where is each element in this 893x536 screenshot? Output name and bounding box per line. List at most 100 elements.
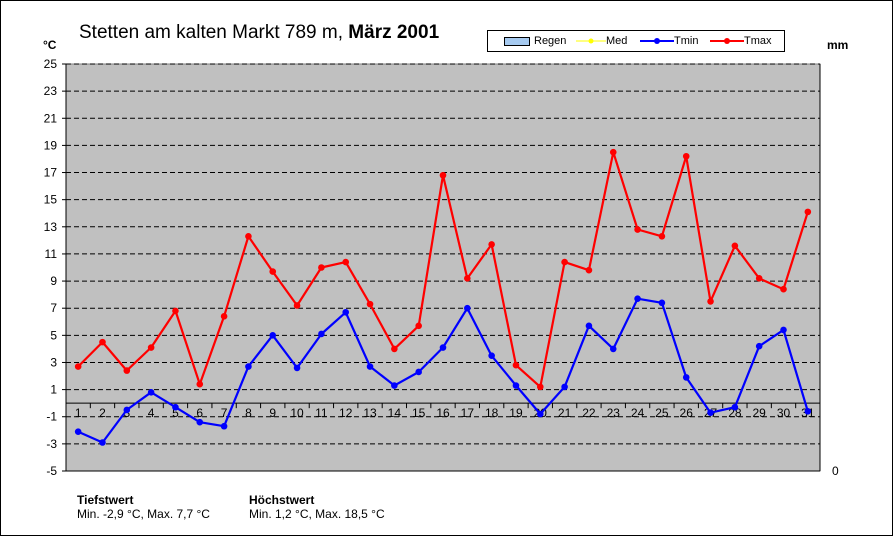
legend-item-med: Med — [576, 34, 627, 48]
y-tick-label: -5 — [46, 464, 57, 478]
tmin-point — [391, 382, 398, 389]
y-tick-label: 3 — [50, 355, 57, 369]
tmin-point — [123, 406, 131, 414]
legend-label-med: Med — [606, 35, 628, 47]
tmax-point — [147, 344, 155, 351]
legend-item-tmin: Tmin — [640, 34, 698, 48]
x-tick-label: 6 — [196, 406, 203, 420]
stats-low-text: Min. -2,9 °C, Max. 7,7 °C — [77, 507, 210, 521]
title-period: März 2001 — [348, 22, 440, 43]
tmin-point — [415, 368, 422, 376]
tmax-point — [804, 208, 812, 216]
tmax-point — [707, 298, 714, 305]
tmax-point — [755, 275, 763, 282]
tmin-point — [439, 344, 447, 351]
tmax-point — [342, 258, 350, 266]
x-tick-label: 7 — [221, 406, 228, 420]
x-tick-label: 18 — [485, 406, 499, 420]
tmin-point — [220, 422, 228, 430]
title-station: Stetten am kalten Markt 789 m, — [79, 22, 344, 43]
stats-low: Tiefstwert Min. -2,9 °C, Max. 7,7 °C — [77, 493, 210, 521]
tmin-point — [707, 409, 714, 416]
stats-high: Höchstwert Min. 1,2 °C, Max. 18,5 °C — [249, 493, 385, 521]
tmin-point — [342, 308, 350, 316]
tmax-point — [74, 363, 82, 370]
x-tick-label: 17 — [461, 406, 475, 420]
tmin-point — [366, 363, 374, 370]
x-tick-label: 16 — [436, 406, 450, 420]
tmax-point — [658, 232, 666, 240]
tmax-point — [366, 300, 374, 308]
legend-swatch-med — [576, 38, 606, 44]
tmin-point — [561, 383, 568, 391]
tmax-point — [123, 367, 131, 374]
chart-title: Stetten am kalten Markt 789 m, März 2001 — [79, 22, 439, 44]
tmax-point — [245, 232, 252, 240]
y-tick-label: 21 — [44, 111, 58, 125]
legend: Regen Med Tmin Tmax — [487, 30, 785, 52]
tmin-point — [99, 439, 106, 446]
x-tick-label: 25 — [655, 406, 669, 420]
x-tick-label: 1 — [75, 406, 82, 420]
legend-swatch-tmax — [710, 38, 744, 45]
tmax-point — [464, 275, 471, 282]
tmax-point — [269, 268, 277, 275]
y-tick-label: 9 — [50, 274, 57, 288]
tmin-point — [318, 330, 325, 338]
tmax-point — [439, 171, 447, 179]
tmax-point — [196, 380, 204, 388]
tmax-point — [561, 258, 568, 266]
tmin-point — [682, 374, 690, 381]
y-tick-label: 25 — [44, 57, 58, 71]
tmax-point — [293, 302, 301, 309]
x-tick-label: 5 — [172, 406, 179, 420]
stats-low-heading: Tiefstwert — [77, 493, 134, 507]
tmin-point — [634, 295, 641, 303]
tmin-point — [293, 364, 301, 372]
tmin-point — [512, 382, 520, 389]
tmax-point — [609, 148, 617, 156]
x-tick-label: 19 — [509, 406, 523, 420]
legend-swatch-regen — [504, 36, 530, 46]
y-tick-label: 17 — [44, 166, 58, 180]
tmin-point — [804, 408, 812, 415]
tmax-point — [731, 242, 739, 250]
tmin-point — [464, 304, 471, 312]
y-tick-label: -3 — [46, 437, 57, 451]
x-tick-label: 9 — [269, 406, 276, 420]
tmin-point — [536, 410, 544, 418]
y-tick-label: 13 — [44, 220, 58, 234]
x-tick-label: 11 — [315, 406, 328, 420]
x-tick-label: 15 — [412, 406, 426, 420]
stats-high-heading: Höchstwert — [249, 493, 315, 507]
tmin-point — [780, 326, 787, 334]
y-tick-label: 19 — [44, 138, 58, 152]
tmax-point — [220, 313, 228, 320]
x-tick-label: 8 — [245, 406, 252, 420]
legend-label-tmin: Tmin — [674, 35, 699, 47]
right-axis-tick-label: 0 — [832, 464, 839, 478]
x-tick-label: 28 — [728, 406, 742, 420]
tmax-point — [512, 361, 520, 369]
legend-swatch-tmin — [640, 38, 674, 45]
y-tick-label: -1 — [46, 410, 57, 424]
tmin-point — [585, 322, 593, 330]
tmax-point — [780, 285, 787, 293]
stats-high-text: Min. 1,2 °C, Max. 18,5 °C — [249, 507, 385, 521]
x-tick-label: 29 — [753, 406, 767, 420]
x-tick-label: 23 — [607, 406, 621, 420]
tmax-point — [585, 266, 593, 274]
tmax-point — [318, 264, 325, 271]
tmin-point — [488, 352, 495, 359]
x-tick-label: 2 — [99, 406, 106, 420]
y-axis-unit-right: mm — [827, 38, 849, 52]
y-tick-label: 11 — [45, 247, 58, 261]
tmin-point — [269, 332, 277, 339]
legend-item-regen: Regen — [504, 34, 566, 48]
y-tick-label: 7 — [50, 301, 57, 315]
y-tick-label: 5 — [50, 328, 57, 342]
x-tick-label: 12 — [339, 406, 353, 420]
tmax-point — [536, 383, 544, 391]
y-axis-unit-left: °C — [43, 38, 57, 52]
